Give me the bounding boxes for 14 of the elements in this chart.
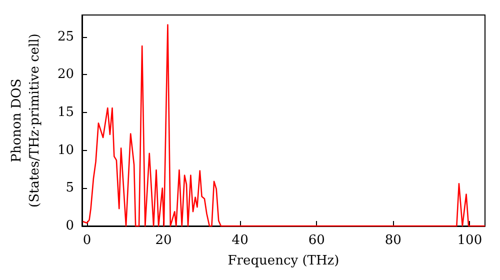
y-tick-label: 25 xyxy=(57,29,74,44)
x-axis-title: Frequency (THz) xyxy=(228,253,340,268)
y-axis-title: Phonon DOS (States/THz·primitive cell) xyxy=(10,33,42,208)
y-tick-label: 0 xyxy=(66,218,74,234)
x-tick-label: 0 xyxy=(82,233,92,248)
x-tick-label: 60 xyxy=(308,233,325,248)
x-tick-label: 80 xyxy=(384,233,402,248)
y-tick-label: 10 xyxy=(57,142,74,158)
y-tick-label: 5 xyxy=(66,180,74,196)
y-tick-label: 15 xyxy=(57,105,74,120)
x-tick-label: 40 xyxy=(232,233,248,248)
x-tick-label: 20 xyxy=(155,233,172,248)
x-tick-label: 100 xyxy=(457,233,482,248)
y-tick-label: 20 xyxy=(57,67,74,82)
